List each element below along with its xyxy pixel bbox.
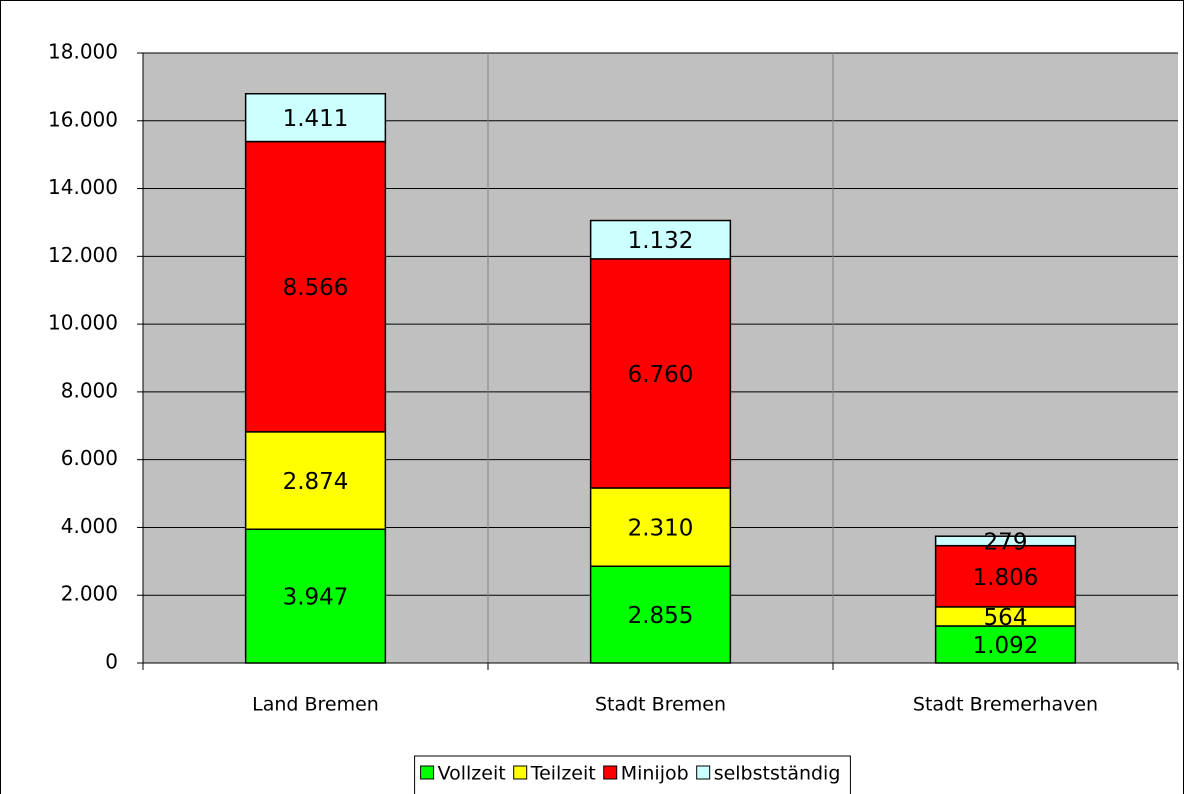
value-label: 279 bbox=[984, 529, 1028, 555]
value-label: 8.566 bbox=[283, 275, 349, 301]
bar-segment bbox=[244, 140, 387, 433]
legend-swatch bbox=[696, 765, 711, 780]
bar-segment bbox=[934, 535, 1077, 547]
legend-swatch bbox=[420, 765, 435, 780]
y-tick-label: 6.000 bbox=[61, 446, 118, 470]
legend-label: selbstständig bbox=[714, 763, 841, 785]
x-tick-label: Stadt Bremerhaven bbox=[913, 694, 1098, 716]
y-tick-label: 16.000 bbox=[48, 107, 118, 131]
value-label: 1.132 bbox=[628, 228, 694, 254]
legend-label: Vollzeit bbox=[438, 763, 506, 785]
y-tick-label: 4.000 bbox=[61, 514, 118, 538]
value-label: 2.874 bbox=[283, 469, 349, 495]
x-tick-label: Stadt Bremen bbox=[595, 694, 726, 716]
bar-segment bbox=[589, 258, 732, 489]
value-label: 1.092 bbox=[973, 633, 1039, 659]
bar-segment bbox=[589, 219, 732, 260]
value-label: 2.310 bbox=[628, 516, 694, 542]
bar-segment bbox=[934, 544, 1077, 608]
y-tick-label: 14.000 bbox=[48, 175, 118, 199]
y-tick-label: 0 bbox=[105, 650, 118, 674]
y-tick-label: 10.000 bbox=[48, 311, 118, 335]
value-label: 6.760 bbox=[628, 362, 694, 388]
value-label: 564 bbox=[984, 605, 1028, 631]
y-tick-label: 8.000 bbox=[61, 378, 118, 402]
y-tick-label: 12.000 bbox=[48, 243, 118, 267]
bar-segment bbox=[934, 625, 1077, 664]
value-label: 2.855 bbox=[628, 603, 694, 629]
value-label: 3.947 bbox=[283, 585, 349, 611]
y-tick-label: 2.000 bbox=[61, 582, 118, 606]
value-label: 1.411 bbox=[283, 106, 349, 132]
legend-label: Teilzeit bbox=[530, 763, 596, 785]
legend-label: Minijob bbox=[621, 763, 689, 785]
value-label: 1.806 bbox=[973, 565, 1039, 591]
x-tick-label: Land Bremen bbox=[252, 694, 379, 716]
bar-segment bbox=[589, 487, 732, 567]
y-tick-label: 18.000 bbox=[48, 40, 118, 64]
bar-segment bbox=[244, 431, 387, 530]
legend-swatch bbox=[603, 765, 618, 780]
legend-box bbox=[414, 755, 851, 794]
bar-segment bbox=[244, 92, 387, 143]
legend-swatch bbox=[513, 765, 528, 780]
